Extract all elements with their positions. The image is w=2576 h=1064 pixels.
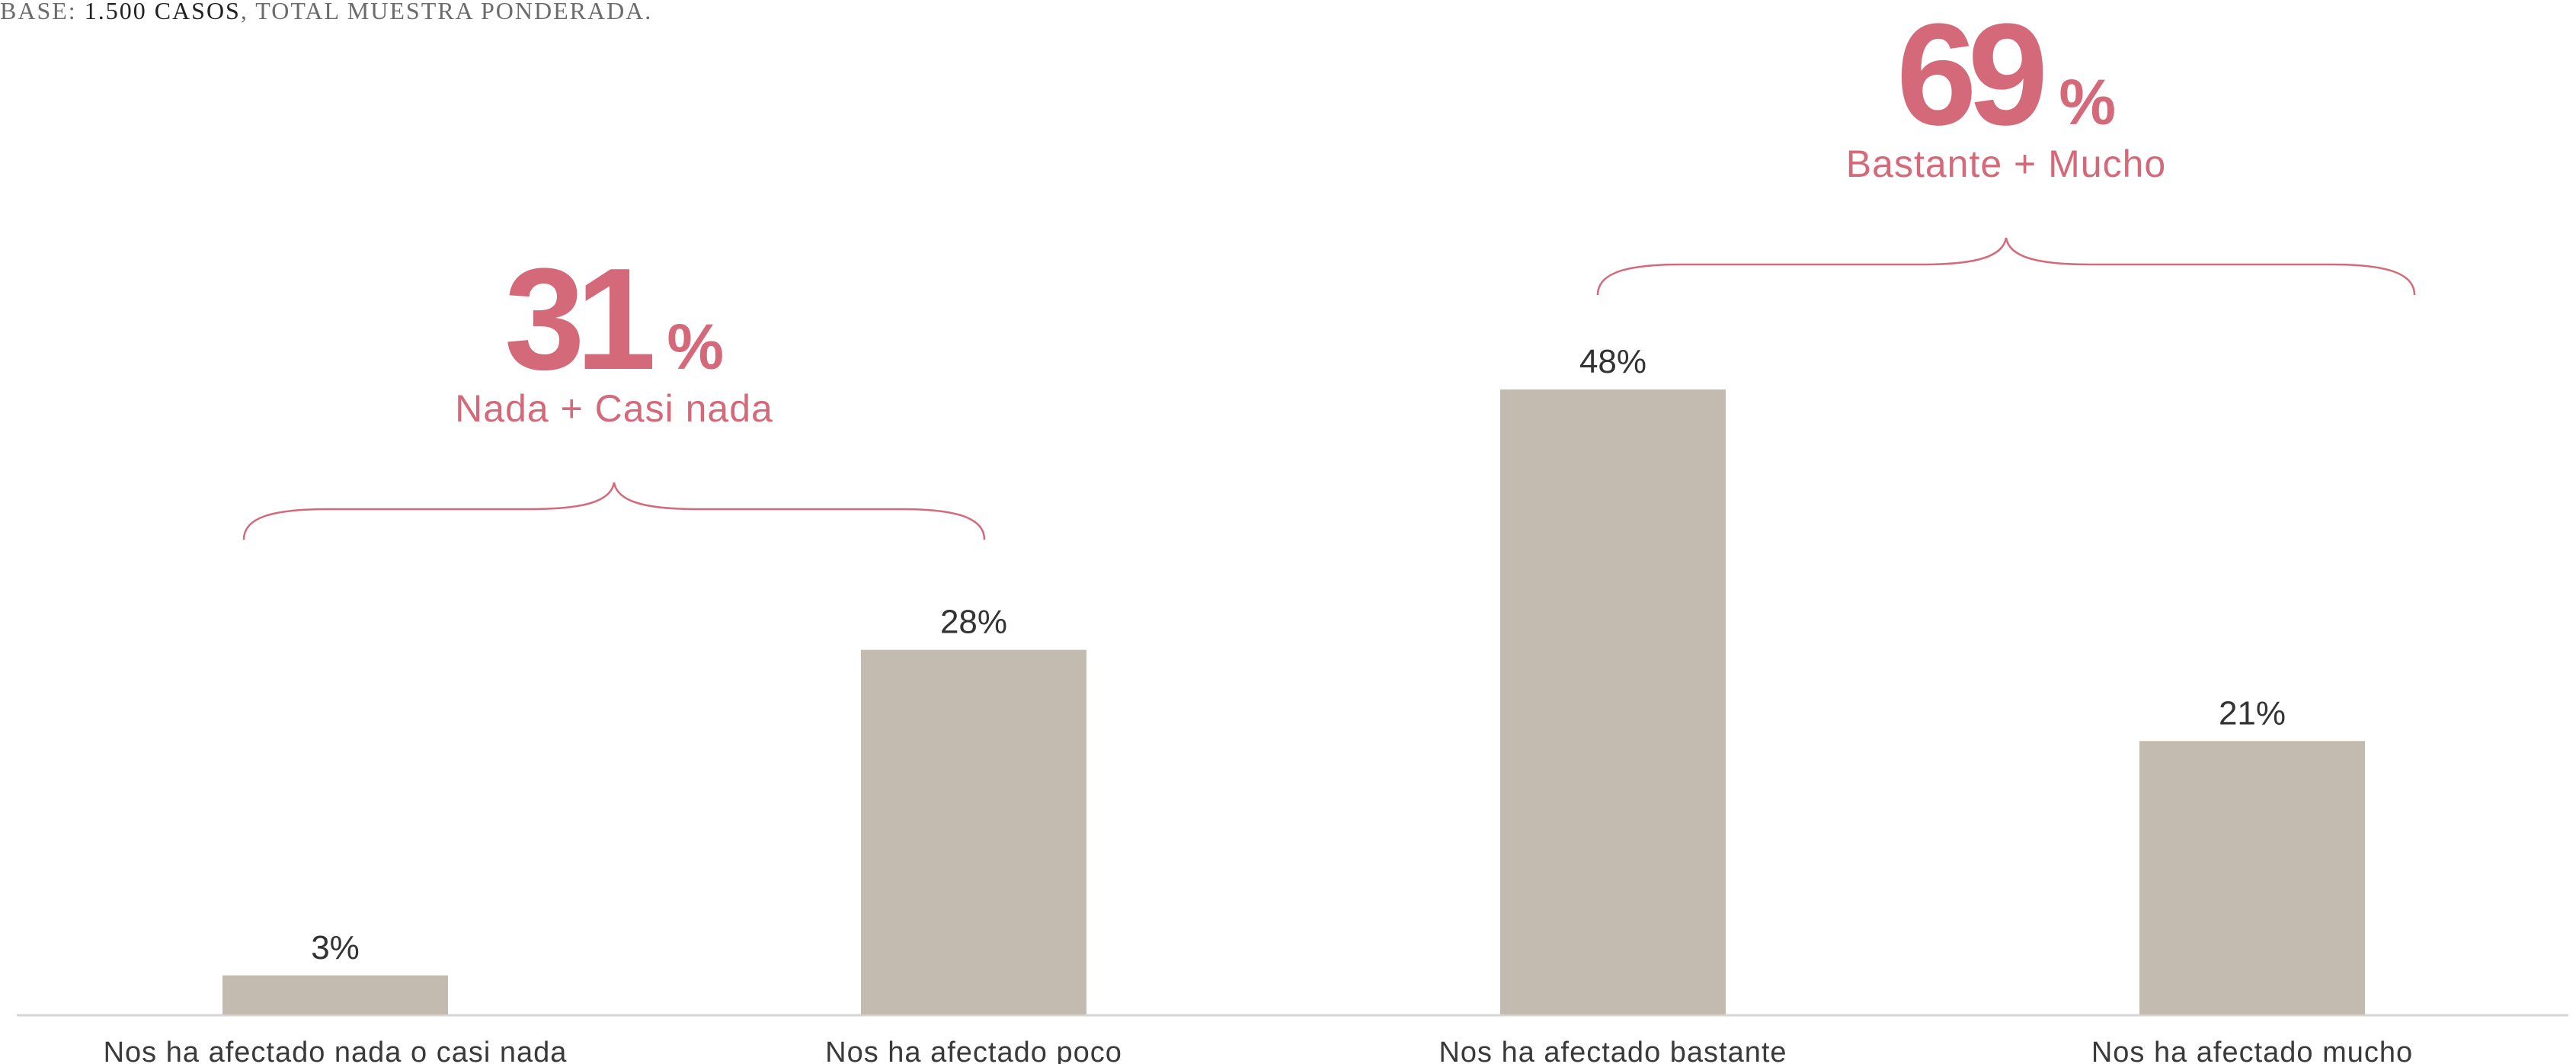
group-total-unit: % — [667, 311, 724, 383]
group-total: 69% — [1896, 0, 2116, 155]
group-label: Bastante + Mucho — [1846, 143, 2166, 185]
group-total-value: 31 — [504, 239, 653, 400]
base-note-prefix: BASE: — [0, 0, 77, 24]
bar-4 — [2139, 741, 2365, 1014]
base-note: BASE: 1.500 CASOS, TOTAL MUESTRA PONDERA… — [0, 0, 652, 25]
group-brace — [242, 482, 986, 540]
category-label: Nos ha afectado mucho — [2091, 1037, 2413, 1064]
category-label: Nos ha afectado poco — [825, 1037, 1122, 1064]
base-note-rest: , TOTAL MUESTRA PONDERADA. — [240, 0, 653, 24]
bar-3 — [1500, 389, 1726, 1014]
bar-value-label: 3% — [311, 929, 360, 966]
group-label: Nada + Casi nada — [455, 387, 773, 430]
bar-1 — [222, 975, 448, 1014]
base-note-cases: 1.500 CASOS — [84, 0, 241, 24]
bar-value-label: 21% — [2219, 694, 2286, 732]
group-total: 31% — [504, 239, 724, 400]
category-label: Nos ha afectado bastante — [1438, 1037, 1787, 1064]
bar-2 — [861, 649, 1086, 1014]
group-brace — [1596, 237, 2416, 296]
bar-value-label: 28% — [940, 604, 1007, 641]
bar-value-label: 48% — [1579, 343, 1646, 380]
category-label: Nos ha afectado nada o casi nada — [104, 1037, 568, 1064]
group-total-value: 69 — [1896, 0, 2043, 155]
group-total-unit: % — [2059, 66, 2116, 138]
